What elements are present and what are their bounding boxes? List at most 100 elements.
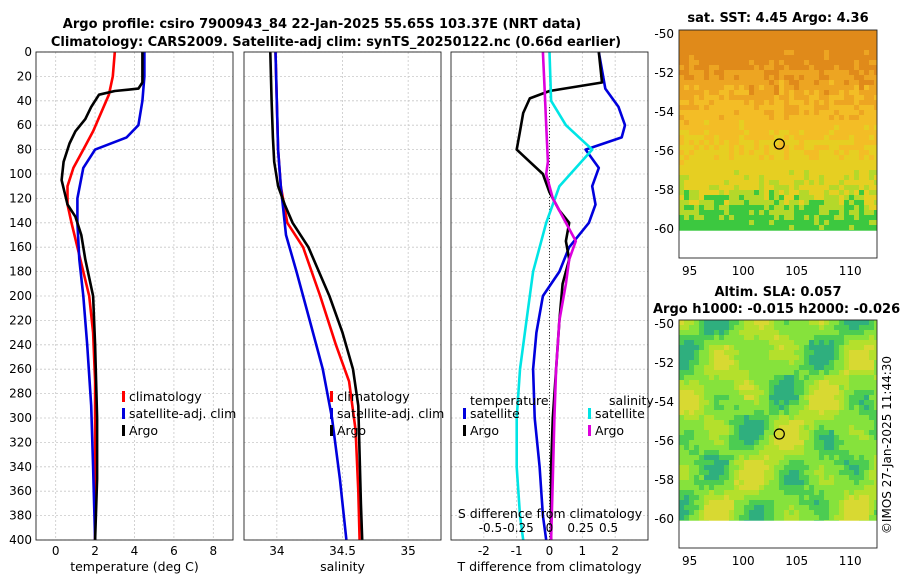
map-cell	[844, 345, 849, 350]
map-cell	[799, 480, 804, 485]
map-cell	[729, 155, 734, 160]
map-cell	[789, 45, 794, 50]
map-cell	[679, 75, 684, 80]
map-cell	[714, 65, 719, 70]
map-cell	[794, 500, 799, 505]
map-cell	[824, 95, 829, 100]
map-cell	[724, 80, 729, 85]
map-cell	[814, 380, 819, 385]
map-cell	[849, 395, 854, 400]
map-cell	[754, 210, 759, 215]
map-cell	[769, 110, 774, 115]
top-tick-label: 0.25	[567, 521, 594, 535]
map-cell	[754, 130, 759, 135]
map-cell	[714, 510, 719, 515]
map-cell	[864, 175, 869, 180]
map-cell	[784, 220, 789, 225]
map-cell	[734, 330, 739, 335]
map-cell	[774, 90, 779, 95]
map-cell	[689, 120, 694, 125]
map-cell	[869, 210, 874, 215]
map-cell	[774, 50, 779, 55]
map-cell	[749, 190, 754, 195]
map-cell	[824, 490, 829, 495]
map-cell	[869, 160, 874, 165]
map-cell	[744, 60, 749, 65]
map-cell	[849, 435, 854, 440]
argo-position-marker	[773, 138, 785, 150]
map-cell	[774, 120, 779, 125]
map-cell	[754, 350, 759, 355]
map-cell	[744, 355, 749, 360]
map-cell	[749, 160, 754, 165]
map-cell	[759, 130, 764, 135]
map-cell	[709, 105, 714, 110]
map-cell	[724, 425, 729, 430]
map-cell	[694, 405, 699, 410]
map-cell	[769, 165, 774, 170]
map-cell	[744, 420, 749, 425]
map-cell	[764, 120, 769, 125]
map-cell	[804, 95, 809, 100]
map-cell	[724, 325, 729, 330]
map-cell	[719, 120, 724, 125]
map-cell	[744, 500, 749, 505]
map-cell	[719, 135, 724, 140]
map-cell	[794, 380, 799, 385]
map-cell	[799, 115, 804, 120]
map-cell	[874, 465, 877, 470]
map-cell	[864, 390, 869, 395]
map-cell	[774, 200, 779, 205]
map-cell	[724, 475, 729, 480]
map-cell	[864, 205, 869, 210]
map-cell	[844, 330, 849, 335]
map-cell	[699, 105, 704, 110]
map-cell	[699, 190, 704, 195]
map-cell	[729, 35, 734, 40]
sla-map-title-line1: Altim. SLA: 0.057	[715, 285, 842, 300]
map-cell	[739, 160, 744, 165]
map-cell	[819, 120, 824, 125]
map-cell	[859, 425, 864, 430]
x-tick-label: 4	[131, 544, 139, 558]
map-cell	[849, 90, 854, 95]
map-cell	[734, 165, 739, 170]
map-cell	[769, 455, 774, 460]
map-cell	[709, 40, 714, 45]
map-cell	[814, 60, 819, 65]
map-cell	[874, 435, 877, 440]
sst-field	[679, 30, 877, 231]
map-cell	[774, 490, 779, 495]
map-cell	[844, 100, 849, 105]
map-cell	[754, 45, 759, 50]
map-cell	[719, 145, 724, 150]
map-cell	[719, 445, 724, 450]
map-cell	[819, 130, 824, 135]
map-cell	[809, 145, 814, 150]
map-cell	[769, 425, 774, 430]
map-cell	[799, 460, 804, 465]
map-cell	[779, 490, 784, 495]
map-cell	[814, 135, 819, 140]
map-cell	[694, 140, 699, 145]
map-cell	[699, 405, 704, 410]
map-cell	[839, 175, 844, 180]
map-cell	[689, 445, 694, 450]
map-cell	[829, 335, 834, 340]
map-cell	[789, 105, 794, 110]
map-cell	[684, 165, 689, 170]
map-cell	[814, 80, 819, 85]
map-cell	[709, 380, 714, 385]
map-cell	[684, 90, 689, 95]
map-cell	[814, 320, 819, 325]
sla-map-title-line2: Argo h1000: -0.015 h2000: -0.026	[653, 302, 900, 317]
map-cell	[804, 510, 809, 515]
map-cell	[789, 170, 794, 175]
map-cell	[684, 395, 689, 400]
map-cell	[834, 145, 839, 150]
map-cell	[719, 480, 724, 485]
map-cell	[679, 200, 684, 205]
map-cell	[779, 410, 784, 415]
map-cell	[779, 165, 784, 170]
map-cell	[679, 115, 684, 120]
